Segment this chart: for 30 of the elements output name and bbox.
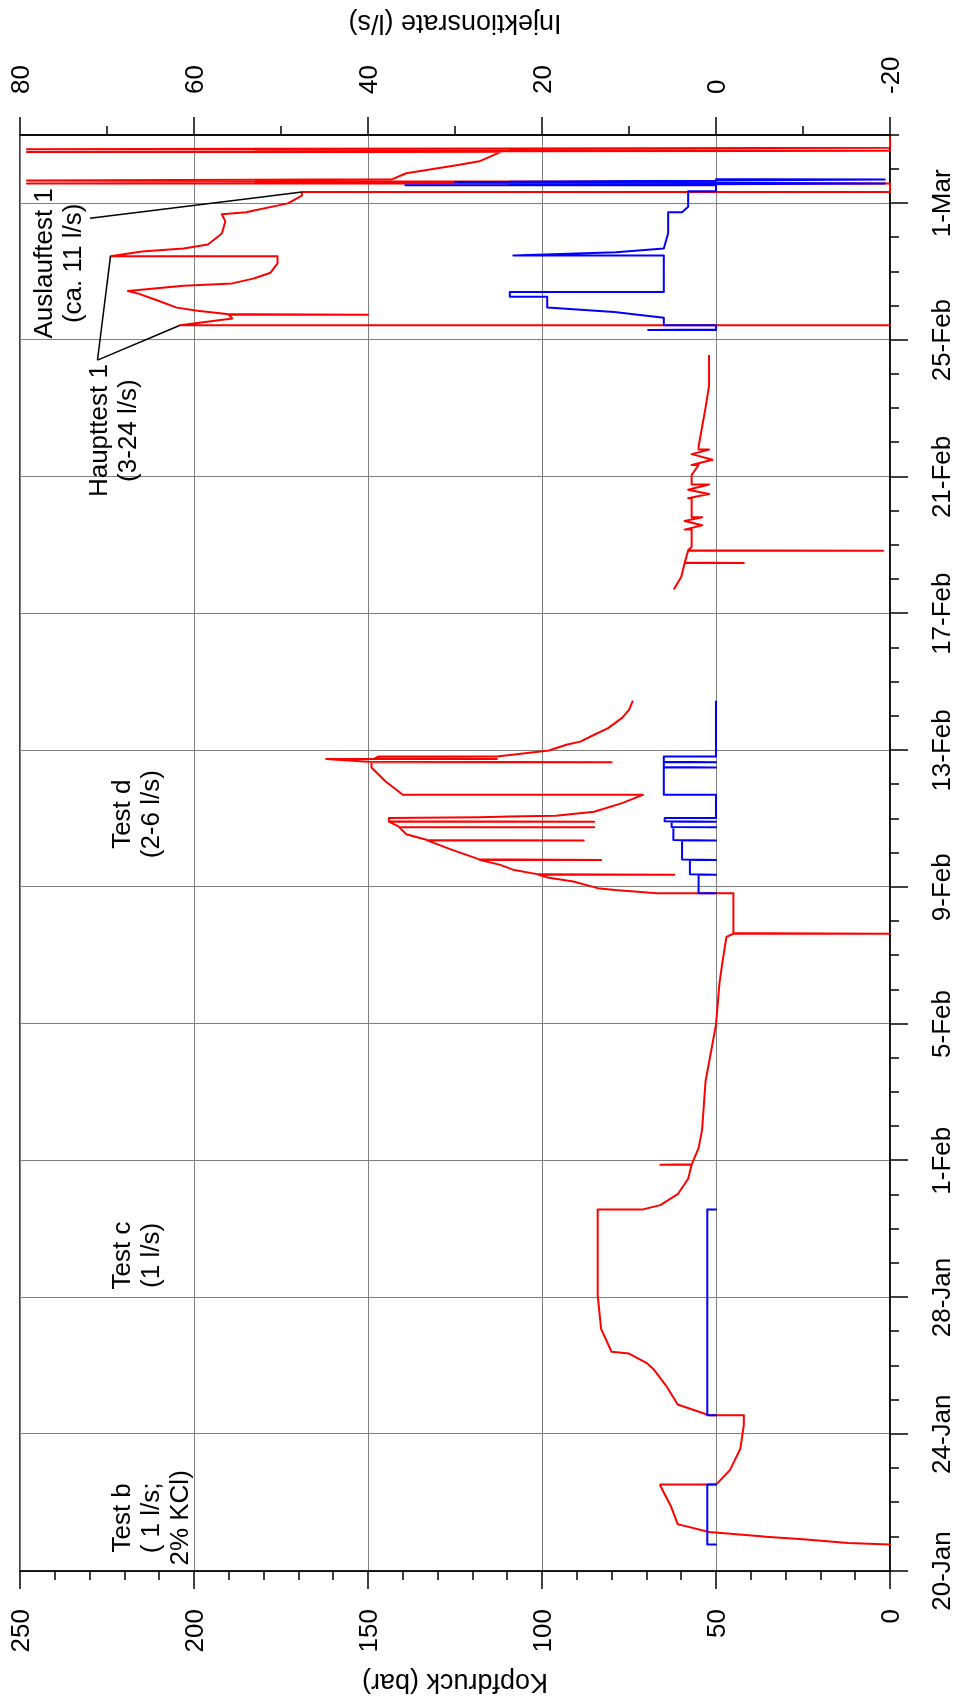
x-tick-label: 50 <box>701 1609 731 1638</box>
y-tick-label: 28-Jan <box>926 1257 956 1338</box>
x-axis-title: Kopfdruck (bar) <box>361 1667 549 1698</box>
x2-tick-label: -20 <box>875 56 905 94</box>
annotation: Test b ( 1 l/s; 2% KCl) <box>105 1470 194 1566</box>
x2-tick-label: 80 <box>5 65 35 94</box>
x2-tick-label: 0 <box>701 79 731 94</box>
y-tick-label: 1-Feb <box>926 1126 956 1195</box>
x-tick-label: 250 <box>5 1609 35 1653</box>
y-tick-label: 5-Feb <box>926 989 956 1058</box>
annotation: Test c (1 l/s) <box>105 1221 165 1290</box>
y-tick-label: 20-Jan <box>926 1531 956 1611</box>
y-tick-label: 24-Jan <box>926 1394 956 1474</box>
y-tick-label: 25-Feb <box>926 298 956 382</box>
x2-axis-title: Injektionsrate (l/s) <box>348 8 562 39</box>
y-tick-label: 21-Feb <box>926 435 956 519</box>
x2-tick-label: 20 <box>527 65 557 94</box>
x-tick-label: 200 <box>179 1609 209 1653</box>
x-tick-label: 0 <box>875 1609 905 1624</box>
y-tick-label: 1-Mar <box>926 169 956 238</box>
annotation: Haupttest 1 (3-24 l/s) <box>82 364 142 498</box>
y-tick-label: 17-Feb <box>926 572 956 655</box>
x2-tick-label: 60 <box>179 65 209 94</box>
annotation: Test d (2-6 l/s) <box>105 770 165 859</box>
x2-tick-label: 40 <box>353 65 383 94</box>
x-tick-label: 100 <box>527 1609 557 1653</box>
y-tick-label: 13-Feb <box>926 709 956 792</box>
y-tick-label: 9-Feb <box>926 853 956 922</box>
x-tick-label: 150 <box>353 1609 383 1653</box>
annotation: Auslauftest 1 (ca. 11 l/s) <box>27 188 87 339</box>
